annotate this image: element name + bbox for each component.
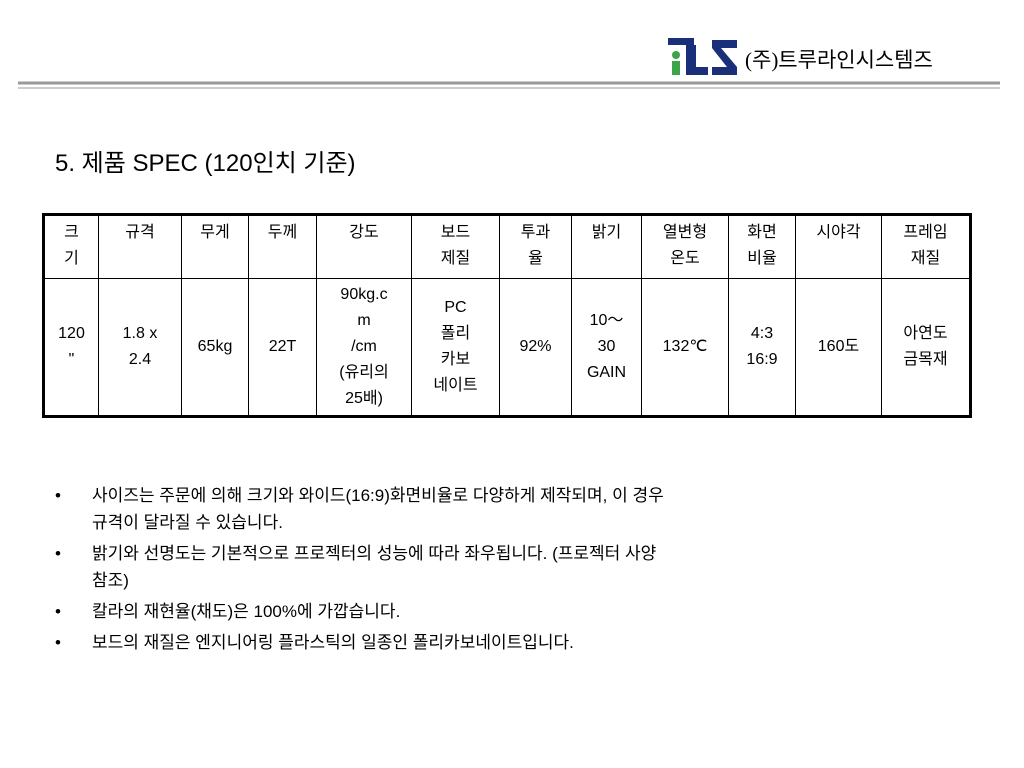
company-name: (주)트루라인시스템즈 xyxy=(745,48,933,72)
bullet-line: 사이즈는 주문에 의해 크기와 와이드(16:9)화면비율로 다양하게 제작되며… xyxy=(92,486,664,505)
cell-line: 율 xyxy=(528,250,543,267)
logo xyxy=(668,38,737,75)
cell-line: 22T xyxy=(268,338,297,355)
cell-line: GAIN xyxy=(586,364,627,381)
cell-line: /cm xyxy=(351,338,377,355)
cell-line: 65kg xyxy=(197,338,233,355)
table-cell: 밝기 xyxy=(571,214,642,279)
bullet-line: 칼라의 재현율(채도)은 100%에 가깝습니다. xyxy=(92,602,401,621)
cell-line: PC xyxy=(444,299,467,316)
cell-line: 1.8 x xyxy=(122,325,158,342)
cell-line: 4:3 xyxy=(750,325,774,342)
table-cell: 4:3 16:9 xyxy=(728,278,796,417)
cell-line: 투과 xyxy=(520,224,551,241)
cell-line: 크 xyxy=(64,224,79,241)
bullet-item: 보드의 재질은 엔지니어링 플라스틱의 일종인 폴리카보네이트입니다. xyxy=(55,629,664,656)
header-graphics xyxy=(18,38,1000,89)
cell-line: 카보 xyxy=(440,351,471,368)
table-cell: 두께 xyxy=(248,214,317,279)
cell-line: 온도 xyxy=(670,250,700,267)
cell-line: 2.4 xyxy=(128,351,152,368)
cell-line: 120 xyxy=(58,325,85,342)
cell-line: 밝기 xyxy=(591,224,622,241)
cell-line: 규격 xyxy=(125,224,155,241)
cell-line: 90kg.c xyxy=(340,286,388,303)
table-cell: 132℃ xyxy=(641,278,729,417)
bullet-item: 밝기와 선명도는 기본적으로 프로젝터의 성능에 따라 좌우됩니다. (프로젝터… xyxy=(55,540,664,594)
table-cell: 120 " xyxy=(43,278,99,417)
cell-line: 화면 xyxy=(747,224,777,241)
cell-line: 보드 xyxy=(440,224,471,241)
table-cell: 1.8 x 2.4 xyxy=(98,278,182,417)
cell-line: m xyxy=(357,312,371,329)
cell-line: 시야각 xyxy=(816,224,861,241)
bullet-list: 사이즈는 주문에 의해 크기와 와이드(16:9)화면비율로 다양하게 제작되며… xyxy=(55,482,664,660)
cell-line: 132℃ xyxy=(662,338,708,355)
cell-line: 네이트 xyxy=(433,377,478,394)
cell-line: 금목재 xyxy=(903,351,948,368)
cell-line: 두께 xyxy=(267,224,298,241)
cell-line: 제질 xyxy=(440,250,471,267)
cell-line: 재질 xyxy=(910,250,941,267)
cell-line: " xyxy=(68,351,75,368)
bullet-item: 칼라의 재현율(채도)은 100%에 가깝습니다. xyxy=(55,598,664,625)
cell-line: 16:9 xyxy=(746,351,778,368)
bullet-line: 밝기와 선명도는 기본적으로 프로젝터의 성능에 따라 좌우됩니다. (프로젝터… xyxy=(92,544,657,563)
cell-line: 무게 xyxy=(200,224,230,241)
table-row: 120 " 1.8 x 2.4 65kg 22T 90kg.c m/cm (유리의 25배) PC 폴… xyxy=(43,278,971,417)
cell-line: 폴리 xyxy=(440,325,471,342)
cell-line: 프레임 xyxy=(903,224,948,241)
cell-line: 30 xyxy=(597,338,616,355)
cell-line: 92% xyxy=(519,338,552,355)
cell-line: 열변형 xyxy=(662,224,708,241)
bullet-line: 보드의 재질은 엔지니어링 플라스틱의 일종인 폴리카보네이트입니다. xyxy=(92,633,574,652)
table-cell: 65kg xyxy=(181,278,249,417)
table-cell: 시야각 xyxy=(795,214,882,279)
cell-line: 기 xyxy=(64,250,79,267)
table-cell: 22T xyxy=(248,278,317,417)
cell-line: 10～ xyxy=(589,312,624,329)
header-row: 크 기 규격 무게 두께 강도 보드 제질 투과 율 밝기 열변형 온도 화면 비율 시야각 프레임 재질 xyxy=(43,214,971,279)
cell-line: 강도 xyxy=(349,224,379,241)
bullet-line: 참조) xyxy=(92,571,129,590)
bullet-item: 사이즈는 주문에 의해 크기와 와이드(16:9)화면비율로 다양하게 제작되며… xyxy=(55,482,664,536)
spec-table: 크 기 규격 무게 두께 강도 보드 제질 투과 율 밝기 열변형 온도 화면 비율 시야각 프레임 재질 120 "… xyxy=(42,213,972,418)
table-cell: 92% xyxy=(499,278,572,417)
table-cell: 160도 xyxy=(795,278,882,417)
table-cell: 무게 xyxy=(181,214,249,279)
title: 5. 제품 SPEC (120인치 기준) xyxy=(55,150,356,177)
cell-line: 25배) xyxy=(345,390,383,407)
cell-line: (유리의 xyxy=(339,364,389,381)
cell-line: 160도 xyxy=(817,338,860,355)
table-cell: 90kg.c m/cm (유리의 25배) xyxy=(316,278,412,417)
table-cell: 규격 xyxy=(98,214,182,279)
bullet-line: 규격이 달라질 수 있습니다. xyxy=(92,513,283,532)
table-cell: 강도 xyxy=(316,214,412,279)
cell-line: 아연도 xyxy=(903,325,948,342)
cell-line: 비율 xyxy=(747,250,777,267)
table-cell: 10～ 30 GAIN xyxy=(571,278,642,417)
